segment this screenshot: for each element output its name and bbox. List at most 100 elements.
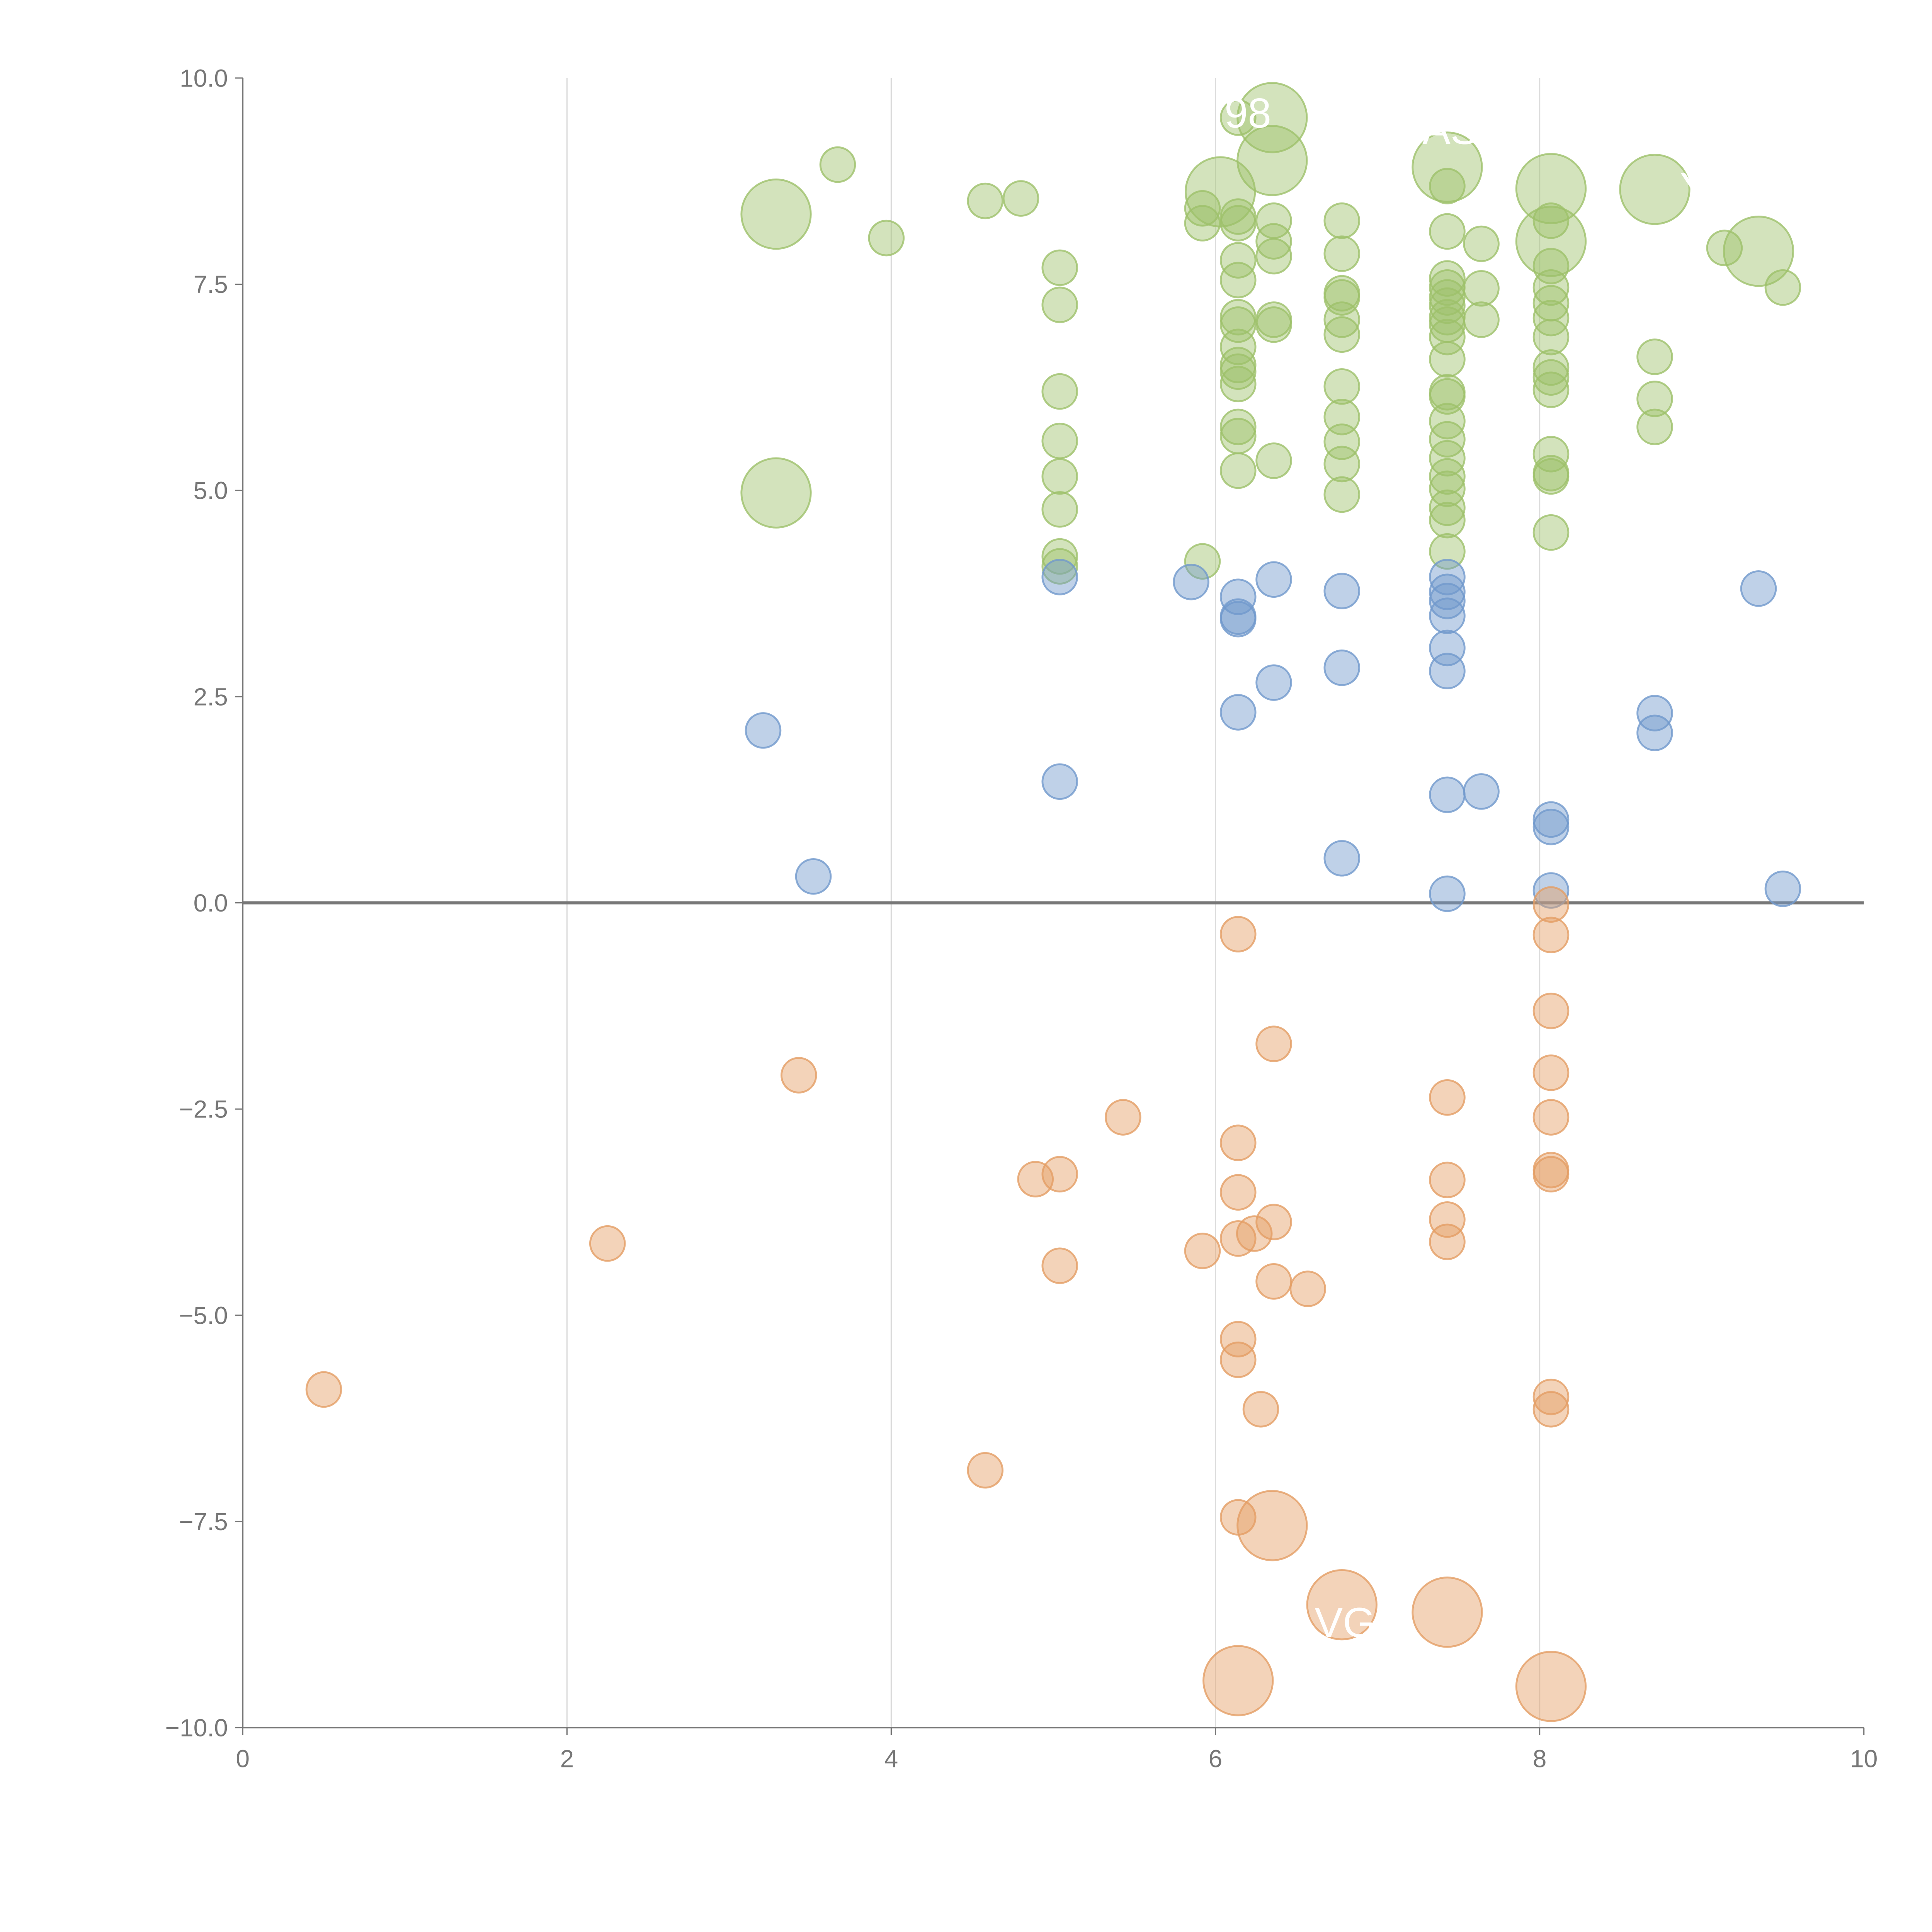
data-point — [1323, 476, 1361, 513]
data-point — [1532, 1391, 1570, 1428]
data-point — [1041, 422, 1078, 459]
data-point — [1255, 306, 1292, 343]
data-point — [1429, 1079, 1466, 1116]
data-point — [1236, 125, 1308, 196]
data-point — [1532, 1378, 1570, 1415]
data-point — [1532, 808, 1570, 845]
data-point — [1429, 502, 1466, 539]
data-points — [305, 82, 1801, 1722]
series-positive-high — [740, 82, 1801, 585]
data-point — [1219, 1124, 1257, 1161]
data-point — [1429, 458, 1466, 495]
data-point — [1219, 452, 1257, 489]
data-point — [1041, 763, 1078, 800]
data-point — [1532, 318, 1570, 355]
series-negative — [305, 886, 1587, 1722]
annotation-label: Y — [1680, 164, 1708, 211]
data-point — [1429, 341, 1466, 378]
data-point — [1219, 916, 1257, 952]
data-point — [1532, 371, 1570, 408]
data-point — [1463, 301, 1500, 338]
data-point — [1219, 578, 1257, 615]
data-point — [1532, 248, 1570, 284]
data-point — [1002, 180, 1039, 217]
data-point — [1323, 649, 1361, 686]
data-point — [1429, 421, 1466, 458]
data-point — [1532, 299, 1570, 337]
data-point — [1463, 270, 1500, 307]
data-point — [1184, 190, 1221, 227]
data-point — [1532, 269, 1570, 306]
data-point — [1219, 408, 1257, 446]
data-point — [780, 1057, 817, 1094]
data-point — [1255, 1263, 1292, 1300]
data-point — [1255, 442, 1292, 479]
data-point — [1636, 408, 1673, 446]
x-tick-label: 0 — [236, 1745, 250, 1773]
data-point — [1323, 301, 1361, 338]
data-point — [1323, 316, 1361, 353]
data-point — [1429, 260, 1466, 297]
y-tick-label: −7.5 — [179, 1508, 228, 1536]
data-point — [1017, 1161, 1054, 1197]
data-point — [1515, 153, 1587, 224]
data-point — [1764, 870, 1801, 907]
data-point — [1041, 548, 1078, 585]
data-point — [1323, 446, 1361, 483]
data-point — [1740, 570, 1777, 607]
data-point — [1255, 238, 1292, 275]
x-tick-label: 10 — [1850, 1745, 1878, 1773]
data-point — [1323, 235, 1361, 272]
data-point — [1323, 368, 1361, 405]
data-point — [967, 1452, 1004, 1489]
data-point — [1429, 1162, 1466, 1199]
data-point — [1636, 338, 1673, 375]
data-point — [1323, 573, 1361, 609]
annotations: 98 AS Y VG — [1225, 90, 1708, 1646]
data-point — [1255, 664, 1292, 701]
data-point — [1236, 82, 1308, 153]
data-point — [305, 1371, 342, 1408]
data-point — [1255, 1026, 1292, 1062]
data-point — [1219, 694, 1257, 731]
data-point — [1532, 202, 1570, 239]
data-point — [1219, 1174, 1257, 1211]
y-tick-label: −10.0 — [165, 1714, 228, 1742]
data-point — [1236, 1490, 1308, 1561]
data-point — [1429, 597, 1466, 634]
data-point — [1255, 223, 1292, 260]
data-point — [1429, 318, 1466, 355]
y-tick-label: 0.0 — [194, 889, 228, 917]
y-tick-label: 2.5 — [194, 683, 228, 711]
x-tick-label: 4 — [884, 1745, 898, 1773]
data-point — [1323, 202, 1361, 239]
data-point — [1041, 1247, 1078, 1284]
data-point — [1202, 1645, 1274, 1716]
data-point — [1105, 1099, 1141, 1136]
data-point — [1532, 886, 1570, 923]
data-point — [1219, 242, 1257, 279]
annotation-label: VG — [1315, 1599, 1375, 1646]
data-point — [1041, 1156, 1078, 1193]
data-point — [1429, 776, 1466, 813]
data-point — [1412, 1577, 1483, 1648]
data-point — [1184, 1233, 1221, 1269]
data-point — [1041, 458, 1078, 495]
data-point — [1429, 213, 1466, 250]
data-point — [1463, 225, 1500, 262]
data-point — [1219, 299, 1257, 336]
y-tick-label: 7.5 — [194, 270, 228, 298]
data-point — [1173, 563, 1209, 600]
data-point — [1041, 491, 1078, 528]
data-point — [745, 712, 782, 749]
data-point — [1429, 875, 1466, 912]
data-point — [868, 219, 905, 257]
data-point — [1041, 373, 1078, 410]
data-point — [1532, 1156, 1570, 1193]
data-point — [1429, 489, 1466, 526]
data-point — [740, 178, 812, 250]
data-point — [1764, 269, 1801, 306]
data-point — [1532, 1099, 1570, 1136]
y-tick-label: −2.5 — [179, 1095, 228, 1123]
data-point — [1306, 1569, 1378, 1641]
